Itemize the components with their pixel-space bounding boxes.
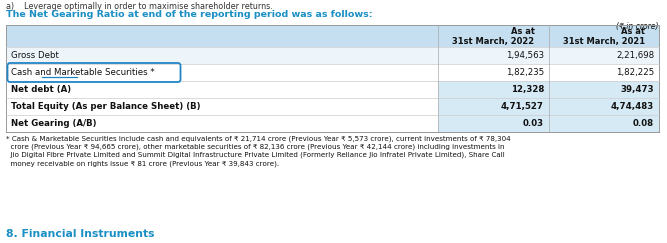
Text: (₹ in crore): (₹ in crore) — [616, 22, 659, 31]
Text: 1,82,235: 1,82,235 — [506, 68, 544, 77]
Text: 1,82,225: 1,82,225 — [616, 68, 654, 77]
Bar — [6, 81, 438, 98]
Bar — [438, 98, 659, 115]
Text: money receivable on rights issue ₹ 81 crore (Previous Year ₹ 39,843 crore).: money receivable on rights issue ₹ 81 cr… — [6, 160, 279, 167]
Text: 8. Financial Instruments: 8. Financial Instruments — [6, 229, 155, 239]
Bar — [6, 115, 438, 132]
Bar — [6, 64, 659, 81]
Text: Gross Debt: Gross Debt — [11, 51, 59, 60]
Text: Jio Digital Fibre Private Limited and Summit Digital Infrastructure Private Limi: Jio Digital Fibre Private Limited and Su… — [6, 152, 505, 158]
Text: 1,94,563: 1,94,563 — [506, 51, 544, 60]
Text: As at
31st March, 2022: As at 31st March, 2022 — [452, 27, 534, 46]
Bar — [6, 47, 659, 64]
Text: crore (Previous Year ₹ 94,665 crore), other marketable securities of ₹ 82,136 cr: crore (Previous Year ₹ 94,665 crore), ot… — [6, 144, 504, 150]
Text: a)    Leverage optimally in order to maximise shareholder returns.: a) Leverage optimally in order to maximi… — [6, 2, 273, 11]
Bar — [438, 81, 659, 98]
Text: 12,328: 12,328 — [511, 85, 544, 94]
Text: 0.08: 0.08 — [633, 119, 654, 128]
Text: The Net Gearing Ratio at end of the reporting period was as follows:: The Net Gearing Ratio at end of the repo… — [6, 10, 372, 19]
Text: 4,71,527: 4,71,527 — [501, 102, 544, 111]
Text: 4,74,483: 4,74,483 — [611, 102, 654, 111]
Bar — [6, 98, 438, 115]
Text: 2,21,698: 2,21,698 — [616, 51, 654, 60]
Text: As at
31st March, 2021: As at 31st March, 2021 — [563, 27, 645, 46]
Text: 39,473: 39,473 — [620, 85, 654, 94]
Bar — [6, 25, 659, 132]
Text: Net debt (A): Net debt (A) — [11, 85, 71, 94]
Bar — [438, 115, 659, 132]
Text: * Cash & Marketable Securities include cash and equivalents of ₹ 21,714 crore (P: * Cash & Marketable Securities include c… — [6, 135, 511, 141]
Text: Total Equity (As per Balance Sheet) (B): Total Equity (As per Balance Sheet) (B) — [11, 102, 201, 111]
Text: 0.03: 0.03 — [523, 119, 544, 128]
Text: Net Gearing (A/B): Net Gearing (A/B) — [11, 119, 97, 128]
Bar — [6, 25, 659, 47]
Text: Cash and Marketable Securities *: Cash and Marketable Securities * — [11, 68, 155, 77]
